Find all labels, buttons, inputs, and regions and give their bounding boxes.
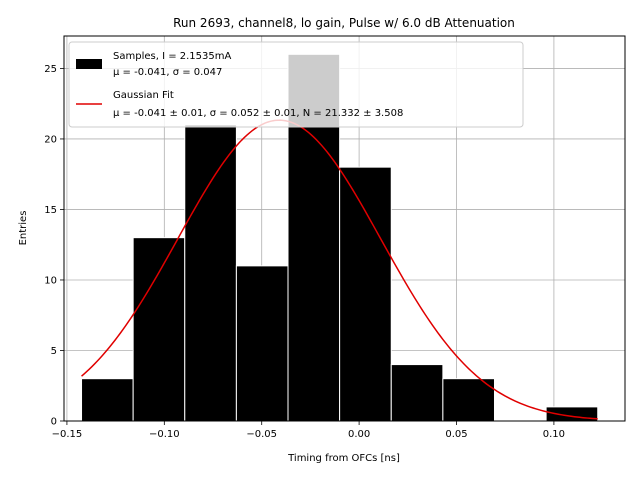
x-tick-label: −0.10 bbox=[149, 429, 180, 440]
gaussian-fit-curve bbox=[81, 119, 598, 420]
y-axis-label: Entries bbox=[18, 211, 29, 246]
y-tick-label: 15 bbox=[44, 205, 57, 216]
histogram-bar bbox=[184, 124, 237, 422]
histogram-bar bbox=[235, 265, 289, 422]
legend-samples-label: Samples, I = 2.1535mA bbox=[113, 51, 231, 62]
legend: Samples, I = 2.1535mA μ = -0.041, σ = 0.… bbox=[68, 41, 524, 128]
x-axis-label: Timing from OFCs [ns] bbox=[287, 453, 400, 464]
legend-box bbox=[68, 41, 524, 128]
histogram-bar bbox=[81, 378, 134, 422]
x-tick-label: 0.00 bbox=[348, 429, 370, 440]
gaussian-fit bbox=[81, 119, 598, 420]
histogram-bar bbox=[132, 237, 186, 422]
histogram-bar bbox=[390, 364, 444, 422]
legend-fit-label: Gaussian Fit bbox=[113, 90, 174, 101]
legend-samples-swatch bbox=[76, 59, 102, 69]
y-axis-ticks: 0 5 10 15 20 25 bbox=[44, 64, 64, 428]
histogram-bar bbox=[339, 166, 392, 422]
y-tick-label: 20 bbox=[44, 134, 57, 145]
legend-samples-stats: μ = -0.041, σ = 0.047 bbox=[113, 67, 222, 78]
x-tick-label: 0.05 bbox=[445, 429, 467, 440]
y-tick-label: 5 bbox=[51, 346, 57, 357]
x-tick-label: −0.15 bbox=[52, 429, 83, 440]
y-tick-label: 25 bbox=[44, 64, 57, 75]
histogram-bar bbox=[442, 378, 495, 422]
x-tick-label: −0.05 bbox=[246, 429, 277, 440]
x-tick-label: 0.10 bbox=[543, 429, 565, 440]
plot-frame bbox=[63, 35, 626, 422]
y-tick-label: 0 bbox=[51, 417, 57, 428]
legend-fit-stats: μ = -0.041 ± 0.01, σ = 0.052 ± 0.01, N =… bbox=[113, 108, 403, 119]
chart-title: Run 2693, channel8, lo gain, Pulse w/ 6.… bbox=[173, 16, 515, 30]
y-tick-label: 10 bbox=[44, 275, 57, 286]
x-axis-ticks: −0.15 −0.10 −0.05 0.00 0.05 0.10 bbox=[52, 421, 565, 440]
